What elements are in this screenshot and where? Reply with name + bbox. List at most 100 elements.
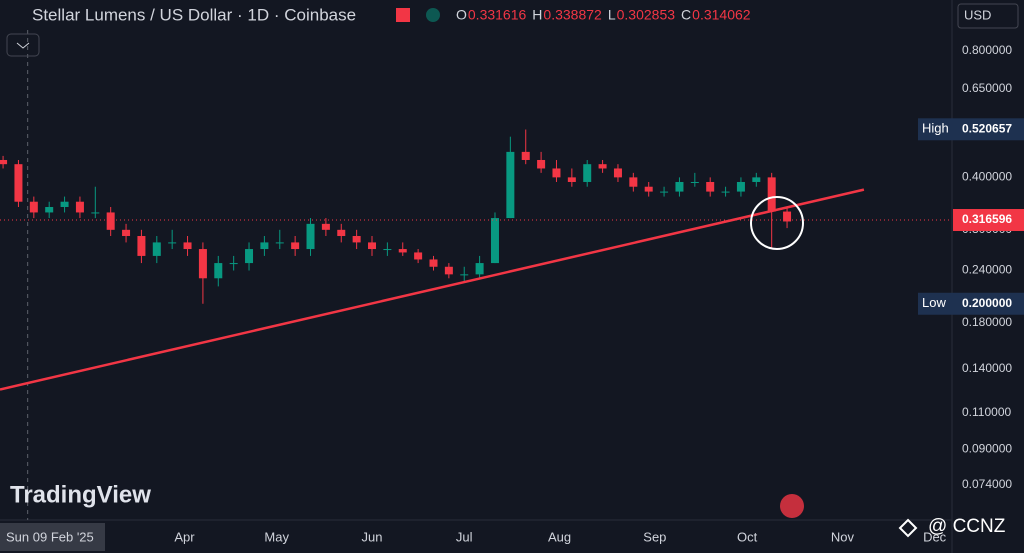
y-tick-label: 0.140000	[962, 361, 1012, 375]
candle-body	[229, 263, 238, 265]
candle-body	[506, 151, 515, 219]
price-label-bg	[918, 292, 1024, 315]
candle-body	[260, 242, 269, 250]
current-price-label: 0.316596	[962, 212, 1012, 226]
x-tick-label: May	[264, 529, 289, 544]
x-tick-label: Oct	[737, 529, 758, 544]
candle-body	[475, 263, 484, 275]
y-tick-label: 0.240000	[962, 263, 1012, 277]
candle-body	[521, 151, 530, 160]
candle-body	[337, 229, 346, 237]
candle-body	[45, 207, 54, 213]
candle-body	[690, 181, 699, 183]
candle-body	[60, 201, 69, 208]
chevron	[16, 42, 30, 49]
ohlc-key: L	[608, 7, 616, 23]
candle-body	[306, 223, 315, 250]
candle-body	[721, 191, 730, 193]
status-dot	[426, 8, 440, 22]
candle-body	[352, 236, 361, 243]
y-tick-label: 0.110000	[962, 405, 1011, 419]
plot	[0, 30, 952, 520]
ohlc-key: C	[681, 7, 691, 23]
candle-body	[122, 229, 131, 237]
highlight-circle	[750, 196, 804, 250]
x-tick-label: Jul	[456, 529, 473, 544]
candle-body	[660, 191, 669, 193]
candle-body	[490, 218, 499, 264]
ohlc-key: H	[532, 7, 542, 23]
y-tick-label: 0.800000	[962, 43, 1012, 57]
candle-body	[91, 212, 100, 214]
candle-body	[368, 242, 377, 250]
candle-body	[552, 168, 561, 178]
candle-body	[275, 242, 284, 244]
price-label-value: 0.200000	[962, 296, 1012, 310]
candle-body	[137, 236, 146, 256]
x-tick-label: Sep	[643, 529, 666, 544]
x-tick-label: Dec	[923, 529, 947, 544]
flag-icon	[396, 8, 410, 22]
price-label-value: 0.520657	[962, 121, 1012, 135]
candle-body	[321, 223, 330, 230]
candle-body	[183, 242, 192, 250]
current-price-bg	[953, 209, 1024, 232]
y-tick-label: 0.180000	[962, 315, 1012, 329]
candle-body	[0, 159, 8, 165]
candle-body	[444, 266, 453, 275]
candle-body	[245, 249, 254, 264]
x-tick-label: Aug	[548, 529, 571, 544]
candle-body	[75, 201, 84, 213]
trendline	[0, 188, 865, 391]
currency-box[interactable]	[957, 3, 1019, 29]
candle-body	[767, 177, 776, 212]
candle-body	[414, 252, 423, 260]
ohlc-value: 0.331616	[468, 7, 527, 23]
candle-body	[14, 164, 23, 202]
ohlc-key: O	[456, 7, 467, 23]
x-tick-label: Nov	[831, 529, 855, 544]
credit-icon	[898, 518, 918, 538]
price-label-name: High	[922, 121, 949, 136]
crosshair-label: Sun 09 Feb '25	[6, 529, 94, 544]
ohlc-value: 0.302853	[617, 7, 676, 23]
candle-body	[783, 211, 792, 222]
candle-body	[29, 201, 38, 213]
candle-body	[537, 159, 546, 169]
candle-body	[291, 242, 300, 250]
price-label-bg	[918, 118, 1024, 141]
candle-body	[429, 259, 438, 267]
candle-body	[644, 186, 653, 192]
candle-body	[567, 177, 576, 182]
candle-body	[583, 164, 592, 182]
y-tick-label: 0.074000	[962, 477, 1012, 491]
event-icon	[780, 494, 804, 518]
candle-body	[706, 181, 715, 192]
candle-body	[152, 242, 161, 256]
candle-body	[383, 249, 392, 251]
y-tick-label: 0.400000	[962, 170, 1012, 184]
currency: USD	[964, 7, 991, 22]
collapse-button[interactable]	[6, 33, 40, 57]
candle-body	[752, 177, 761, 182]
candle-body	[214, 263, 223, 279]
ohlc-value: 0.314062	[692, 7, 751, 23]
crosshair-label-bg	[0, 523, 105, 551]
candle-body	[613, 168, 622, 178]
price-label-name: Low	[922, 295, 946, 310]
y-tick-label: 0.090000	[962, 442, 1012, 456]
candle-body	[198, 249, 207, 279]
candle-body	[106, 212, 115, 230]
ohlc-value: 0.338872	[543, 7, 602, 23]
chart-title: Stellar Lumens / US Dollar · 1D · Coinba…	[32, 5, 356, 24]
candle-body	[168, 242, 177, 244]
y-tick-label: 0.650000	[962, 81, 1012, 95]
candle-body	[629, 177, 638, 187]
candle-body	[736, 181, 745, 192]
credit: @ CCNZ	[928, 516, 1006, 537]
candle-body	[598, 164, 607, 169]
x-tick-label: Apr	[174, 529, 195, 544]
candle-body	[460, 274, 469, 276]
